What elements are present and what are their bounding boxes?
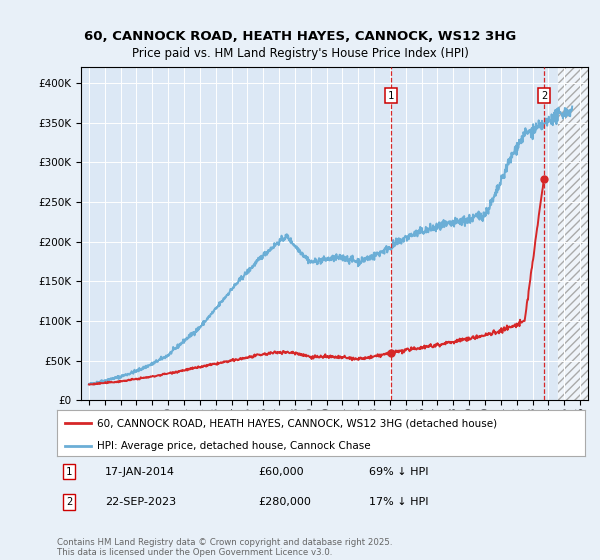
Text: Contains HM Land Registry data © Crown copyright and database right 2025.
This d: Contains HM Land Registry data © Crown c… <box>57 538 392 557</box>
Bar <box>558 67 588 400</box>
Text: £280,000: £280,000 <box>258 497 311 507</box>
Text: 69% ↓ HPI: 69% ↓ HPI <box>369 466 428 477</box>
Text: 22-SEP-2023: 22-SEP-2023 <box>105 497 176 507</box>
Text: 1: 1 <box>66 466 72 477</box>
Text: 1: 1 <box>388 91 394 101</box>
Text: 60, CANNOCK ROAD, HEATH HAYES, CANNOCK, WS12 3HG: 60, CANNOCK ROAD, HEATH HAYES, CANNOCK, … <box>84 30 516 43</box>
Text: £60,000: £60,000 <box>258 466 304 477</box>
Text: 17% ↓ HPI: 17% ↓ HPI <box>369 497 428 507</box>
Text: Price paid vs. HM Land Registry's House Price Index (HPI): Price paid vs. HM Land Registry's House … <box>131 46 469 60</box>
Bar <box>558 67 588 400</box>
Text: 60, CANNOCK ROAD, HEATH HAYES, CANNOCK, WS12 3HG (detached house): 60, CANNOCK ROAD, HEATH HAYES, CANNOCK, … <box>97 418 497 428</box>
Text: HPI: Average price, detached house, Cannock Chase: HPI: Average price, detached house, Cann… <box>97 441 370 451</box>
Text: 2: 2 <box>66 497 72 507</box>
Text: 17-JAN-2014: 17-JAN-2014 <box>105 466 175 477</box>
Text: 2: 2 <box>541 91 547 101</box>
